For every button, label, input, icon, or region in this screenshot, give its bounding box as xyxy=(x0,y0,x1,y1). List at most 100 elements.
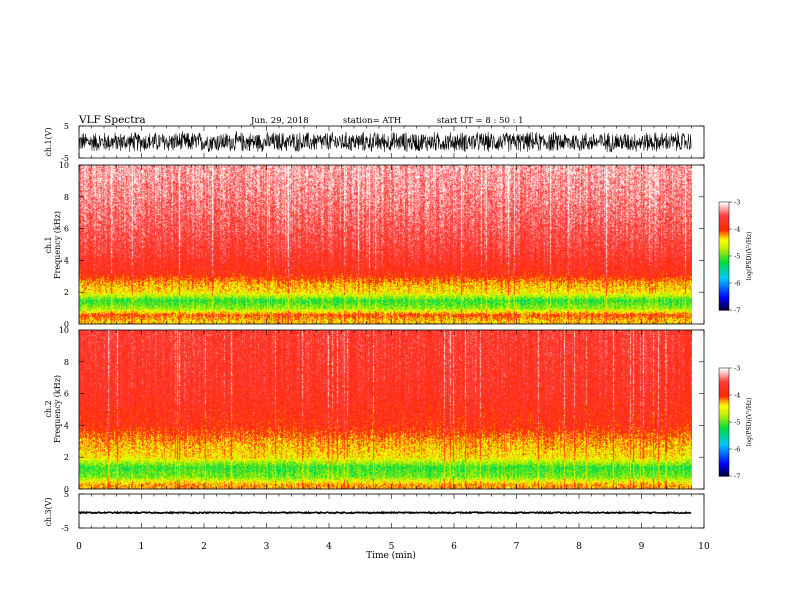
colorbar-segment xyxy=(719,463,729,466)
colorbar-segment xyxy=(719,234,729,237)
ch1-spectrogram-ylabel: ch.1Frequency (kHz) xyxy=(44,211,62,279)
colorbar-segment xyxy=(719,418,729,421)
colorbar-segment xyxy=(719,283,729,286)
colorbar-segment xyxy=(719,434,729,437)
colorbar-segment xyxy=(719,290,729,293)
colorbar-segment xyxy=(719,257,729,261)
colorbar-segment xyxy=(719,407,729,410)
y-tick-label: 6 xyxy=(64,225,69,234)
colorbar-tick-label: -5 xyxy=(734,253,740,261)
colorbar-segment xyxy=(719,438,729,441)
colorbar-segment xyxy=(719,470,729,473)
colorbar-segment xyxy=(719,238,729,241)
colorbar-segment xyxy=(719,263,729,266)
colorbar-segment xyxy=(719,468,729,472)
colorbar-segment xyxy=(719,221,729,225)
colorbar-segment xyxy=(719,220,729,223)
colorbar-segment xyxy=(719,304,729,307)
colorbar-segment xyxy=(719,416,729,419)
y-tick-label: 0 xyxy=(64,485,69,494)
colorbar-segment xyxy=(719,423,729,427)
colorbar-segment xyxy=(719,456,729,459)
colorbar-label: log(PSD)(V²/Hz) xyxy=(746,398,753,447)
colorbar-segment xyxy=(719,284,729,288)
colorbar-segment xyxy=(719,396,729,400)
colorbar-segment xyxy=(719,216,729,219)
x-tick-label: 2 xyxy=(201,542,207,552)
colorbar-segment xyxy=(719,459,729,463)
colorbar-tick-label: -6 xyxy=(734,446,740,454)
y-tick-label: 10 xyxy=(59,161,69,170)
colorbar-segment xyxy=(719,261,729,264)
colorbar-segment xyxy=(719,272,729,275)
colorbar-segment xyxy=(719,414,729,418)
colorbar-segment xyxy=(719,389,729,392)
ch2-colorbar: -3 -4 -5 -6 -7 log(PSD)(V²/Hz) xyxy=(718,365,753,481)
colorbar-segment xyxy=(719,239,729,243)
colorbar-segment xyxy=(719,297,729,300)
waveform-trace xyxy=(78,510,692,515)
colorbar-segment xyxy=(719,454,729,457)
colorbar-segment xyxy=(719,375,729,378)
colorbar-segment xyxy=(719,449,729,452)
colorbar-segment xyxy=(719,275,729,279)
colorbar-label: log(PSD)(V²/Hz) xyxy=(746,232,753,281)
colorbar-segment xyxy=(719,270,729,273)
colorbar-segment xyxy=(719,386,729,389)
x-tick-label: 0 xyxy=(76,542,82,552)
colorbar-tick-label: -6 xyxy=(734,280,740,288)
colorbar-segment xyxy=(719,295,729,298)
y-tick-label: 0 xyxy=(64,320,69,329)
colorbar-segment xyxy=(719,411,729,414)
colorbar-segment xyxy=(719,230,729,234)
colorbar-segment xyxy=(719,447,729,450)
x-tick-label: 6 xyxy=(451,542,457,552)
y-tick-label: 4 xyxy=(64,256,69,265)
colorbar-tick-label: -5 xyxy=(734,419,740,427)
colorbar-segment xyxy=(719,427,729,430)
colorbar-segment xyxy=(719,211,729,214)
colorbar-segment xyxy=(719,248,729,252)
y-tick-label: 4 xyxy=(64,421,69,430)
colorbar-segment xyxy=(719,274,729,277)
colorbar-segment xyxy=(719,467,729,470)
colorbar-segment xyxy=(719,256,729,259)
time-axis: 0 1 2 3 4 5 6 7 8 9 10 xyxy=(76,542,710,552)
y-tick-label: -5 xyxy=(61,154,69,163)
colorbar-segment xyxy=(719,302,729,306)
colorbar-segment xyxy=(719,218,729,221)
colorbar-segment xyxy=(719,243,729,246)
y-tick-label: 10 xyxy=(59,326,69,335)
colorbar-segment xyxy=(719,232,729,235)
colorbar-segment xyxy=(719,384,729,387)
colorbar-segment xyxy=(719,431,729,434)
start-time-label: start UT = 8 : 50 : 1 xyxy=(437,116,524,126)
colorbar-segment xyxy=(719,400,729,403)
date-label: Jun. 29, 2018 xyxy=(250,116,309,126)
y-tick-label: 8 xyxy=(64,193,69,202)
x-tick-label: 8 xyxy=(576,542,582,552)
x-tick-label: 3 xyxy=(264,542,270,552)
colorbar-segment xyxy=(719,450,729,454)
colorbar-segment xyxy=(719,429,729,432)
colorbar-segment xyxy=(719,371,729,374)
colorbar-segment xyxy=(719,441,729,445)
ch1-spectrogram-panel: 0 2 4 6 8 10 xyxy=(59,161,705,329)
colorbar-segment xyxy=(719,377,729,380)
colorbar-segment xyxy=(719,413,729,416)
colorbar-segment xyxy=(719,404,729,407)
colorbar-tick-label: -4 xyxy=(734,226,740,234)
colorbar-segment xyxy=(719,452,729,455)
colorbar-segment xyxy=(719,281,729,284)
x-axis-label: Time (min) xyxy=(366,550,416,561)
ch2-spectrogram-ylabel: ch.2Frequency (kHz) xyxy=(44,375,62,443)
colorbar-segment xyxy=(719,286,729,289)
colorbar-segment xyxy=(719,254,729,257)
ch2-spectrogram-panel: 0 2 4 6 8 10 xyxy=(59,326,705,494)
colorbar-segment xyxy=(719,223,729,226)
x-tick-label: 10 xyxy=(698,542,710,552)
colorbar-segment xyxy=(719,229,729,232)
station-label: station= ATH xyxy=(343,116,401,126)
y-tick-label: 2 xyxy=(64,453,69,462)
